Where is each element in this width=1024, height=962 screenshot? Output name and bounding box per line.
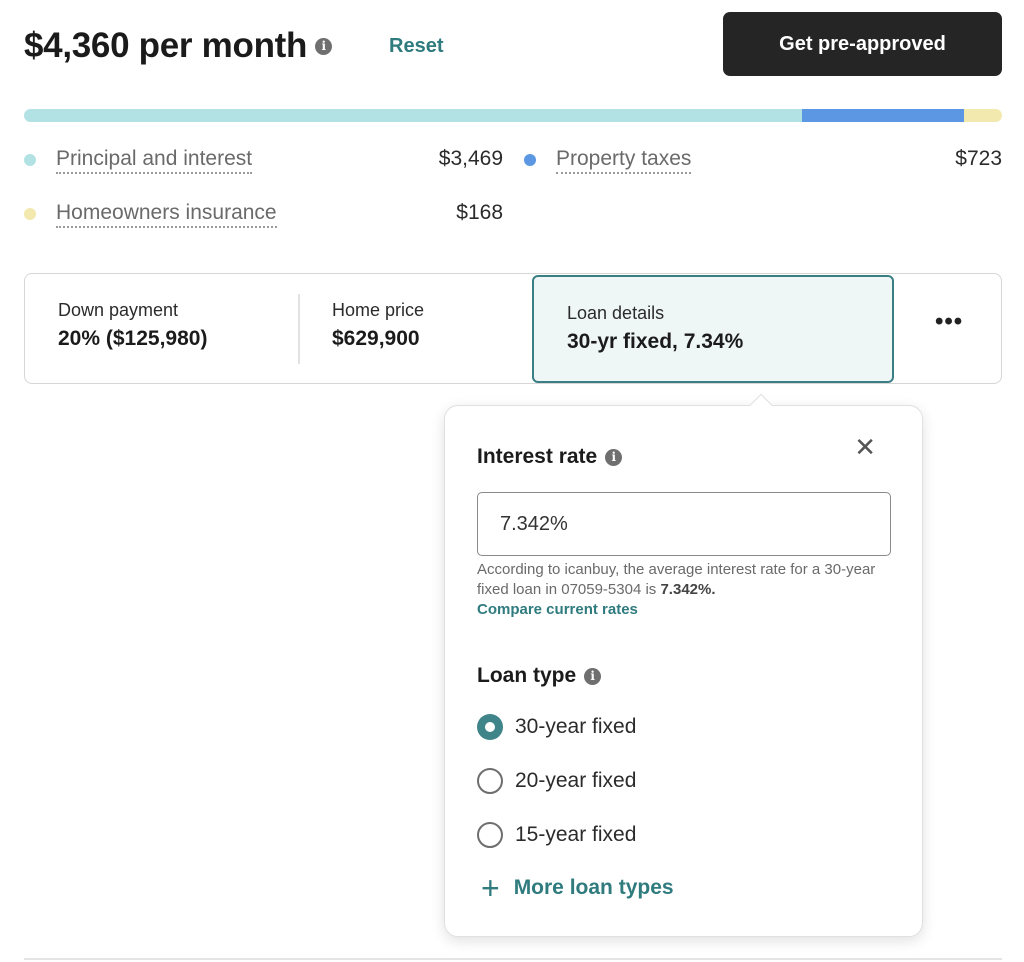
info-icon[interactable]: i [315,37,333,55]
interest-rate-input[interactable] [477,492,891,556]
hint-rate: 7.342%. [660,581,716,598]
more-loan-types-button[interactable]: + More loan types [481,870,674,906]
option-label: 15-year fixed [515,823,637,846]
taxes-label[interactable]: Property taxes [556,146,692,174]
down-payment-value: 20% ($125,980) [58,327,208,350]
interest-rate-title: Interest rate i [477,445,623,469]
legend-insurance: Homeowners insurance [24,199,277,229]
radio-20-year[interactable] [477,768,503,794]
interest-rate-hint: According to icanbuy, the average intere… [477,560,891,600]
option-label: 20-year fixed [515,769,637,792]
home-price-value: $629,900 [332,327,420,350]
loan-option-30-year[interactable]: 30-year fixed [477,712,636,742]
interest-rate-title-text: Interest rate [477,445,598,468]
principal-dot [24,154,36,166]
option-label: 30-year fixed [515,715,637,738]
summary-divider [298,294,300,364]
legend-taxes: Property taxes [524,145,692,175]
principal-label[interactable]: Principal and interest [56,146,253,174]
loan-details-label: Loan details [567,303,665,323]
section-divider [24,958,1002,960]
loan-option-15-year[interactable]: 15-year fixed [477,820,636,850]
reset-link[interactable]: Reset [389,35,444,57]
principal-value: $3,469 [438,147,503,170]
get-pre-approved-button[interactable]: Get pre-approved [723,12,1002,76]
loan-summary-card: Down payment 20% ($125,980) Home price $… [24,273,1002,384]
loan-details-cell[interactable]: Loan details 30-yr fixed, 7.34% [532,275,894,383]
taxes-value: $723 [955,147,1002,170]
interest-info-icon[interactable]: i [605,448,623,466]
principal-segment [24,109,803,122]
down-payment-cell[interactable]: Down payment 20% ($125,980) [58,274,207,383]
more-options-icon[interactable]: ••• [935,308,964,335]
insurance-dot [24,208,36,220]
insurance-value: $168 [456,201,503,224]
loan-type-title: Loan type i [477,664,602,688]
insurance-segment [963,109,1002,122]
down-payment-label: Down payment [58,300,179,320]
insurance-label[interactable]: Homeowners insurance [56,200,277,228]
monthly-payment-amount: $4,360 per month [24,26,308,65]
monthly-payment-title: $4,360 per month i [24,26,333,66]
popover-caret [749,393,773,417]
loan-type-info-icon[interactable]: i [584,667,602,685]
more-loan-types-label: More loan types [513,876,674,899]
radio-15-year[interactable] [477,822,503,848]
plus-icon: + [481,870,500,906]
home-price-label: Home price [332,300,425,320]
hint-text: According to icanbuy, the average intere… [477,561,876,598]
home-price-cell[interactable]: Home price $629,900 [332,274,424,383]
radio-30-year[interactable] [477,714,503,740]
loan-option-20-year[interactable]: 20-year fixed [477,766,636,796]
legend-principal: Principal and interest [24,145,253,175]
loan-type-title-text: Loan type [477,664,577,687]
close-icon[interactable]: ✕ [854,432,876,462]
payment-header: $4,360 per month i Reset Get pre-approve… [24,12,1002,76]
loan-details-popover: ✕ Interest rate i According to icanbuy, … [444,393,923,937]
loan-details-value: 30-yr fixed, 7.34% [567,330,744,353]
payment-breakdown-bar [24,109,1002,122]
compare-rates-link[interactable]: Compare current rates [477,601,638,618]
taxes-segment [802,109,964,122]
taxes-dot [524,154,536,166]
